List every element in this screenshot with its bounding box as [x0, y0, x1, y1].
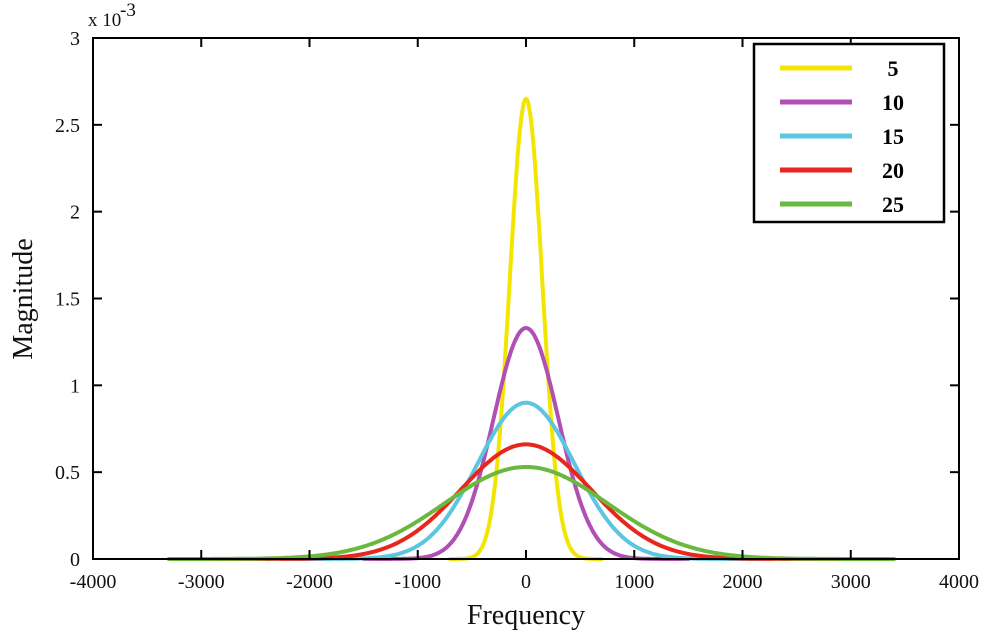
y-tick-label: 2.5 — [55, 115, 80, 137]
series-line-5 — [448, 96, 604, 561]
legend-label-10: 10 — [882, 90, 904, 115]
legend-box — [752, 42, 946, 224]
x-tick-label: -1000 — [394, 571, 441, 593]
x-tick-label: 2000 — [723, 571, 763, 593]
x-tick-label: 0 — [521, 571, 531, 593]
x-tick-label: -4000 — [70, 571, 117, 593]
x-tick-label: 1000 — [614, 571, 654, 593]
x-tick-label: 4000 — [939, 571, 979, 593]
legend-items: 5 10 15 20 25 — [780, 56, 904, 217]
x-axis-title: Frequency — [467, 600, 585, 631]
legend-label-15: 15 — [882, 124, 904, 149]
ticks-layer — [92, 37, 960, 560]
legend-label-5: 5 — [888, 56, 899, 81]
y-tick-label: 1.5 — [55, 289, 80, 311]
x-tick-label: 3000 — [831, 571, 871, 593]
legend-label-25: 25 — [882, 192, 904, 217]
legend: 5 10 15 20 25 — [752, 42, 946, 224]
y-tick-label: 2 — [70, 202, 80, 224]
y-tick-label: 3 — [70, 28, 80, 50]
y-tick-label: 0.5 — [55, 462, 80, 484]
tick-labels-layer: -4000 -3000 -2000 -1000 0 1000 2000 3000 4000 0 0.… — [55, 28, 979, 593]
y-tick-label: 0 — [70, 549, 80, 571]
y-scale-label: x 10 — [88, 10, 121, 31]
y-tick-label: 1 — [70, 375, 80, 397]
x-tick-label: -2000 — [286, 571, 333, 593]
legend-label-20: 20 — [882, 158, 904, 183]
y-scale-exponent: -3 — [120, 0, 136, 21]
y-axis-title: Magnitude — [8, 238, 39, 359]
x-tick-label: -3000 — [178, 571, 225, 593]
